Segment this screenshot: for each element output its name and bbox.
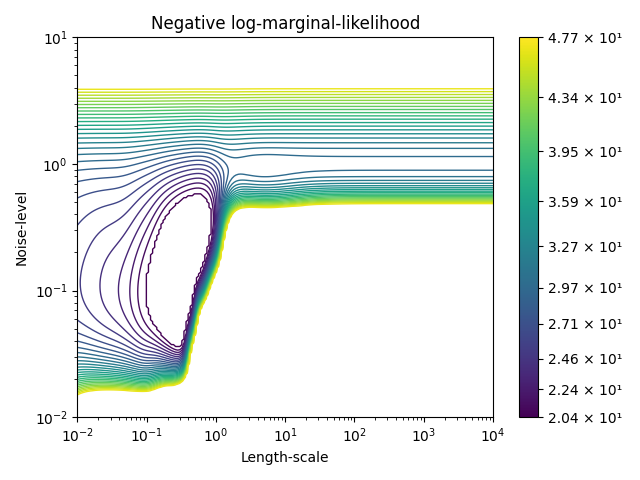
Title: Negative log-marginal-likelihood: Negative log-marginal-likelihood	[150, 15, 420, 33]
X-axis label: Length-scale: Length-scale	[241, 451, 330, 465]
Y-axis label: Noise-level: Noise-level	[15, 189, 29, 265]
